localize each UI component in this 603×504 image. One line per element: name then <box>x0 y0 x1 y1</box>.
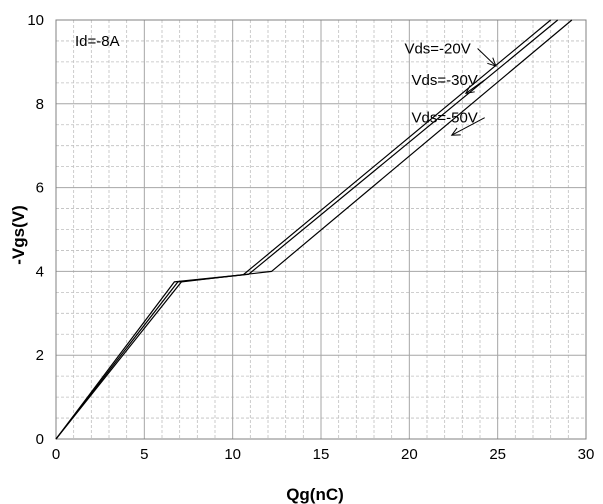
x-tick-label: 0 <box>52 446 60 463</box>
series-label: Vds=-30V <box>412 72 478 89</box>
x-tick-label: 25 <box>489 446 506 463</box>
y-tick-label: 8 <box>36 96 44 113</box>
annotations: Vds=-20V Vds=-30V Vds=-50V <box>404 41 497 136</box>
series-line <box>55 19 573 440</box>
series-lines <box>55 19 573 440</box>
series-label: Vds=-50V <box>412 110 478 127</box>
x-tick-label: 15 <box>313 446 330 463</box>
x-tick-label: 10 <box>224 446 241 463</box>
series-arrow <box>477 48 497 67</box>
series-label: Vds=-20V <box>404 41 470 58</box>
x-tick-label: 20 <box>401 446 418 463</box>
series-arrow <box>451 117 485 136</box>
series-arrowhead <box>450 127 461 136</box>
y-tick-label: 10 <box>27 12 44 29</box>
y-tick-label: 0 <box>36 431 44 448</box>
series-arrow <box>465 79 485 94</box>
x-tick-label: 30 <box>578 446 595 463</box>
series-arrowhead <box>464 85 475 94</box>
series-arrowhead <box>487 57 497 67</box>
y-tick-label: 2 <box>36 347 44 364</box>
plot-area-border <box>55 19 587 440</box>
x-tick-label: 5 <box>140 446 148 463</box>
y-tick-label: 4 <box>36 263 44 280</box>
current-annotation: Id=-8A <box>75 33 120 50</box>
x-axis-title: Qg(nC) <box>286 485 344 504</box>
y-tick-label: 6 <box>36 180 44 197</box>
y-axis-title: -Vgs(V) <box>9 205 28 265</box>
tick-labels: 0 5 10 15 20 25 30 0 2 4 6 8 10 <box>27 12 594 463</box>
